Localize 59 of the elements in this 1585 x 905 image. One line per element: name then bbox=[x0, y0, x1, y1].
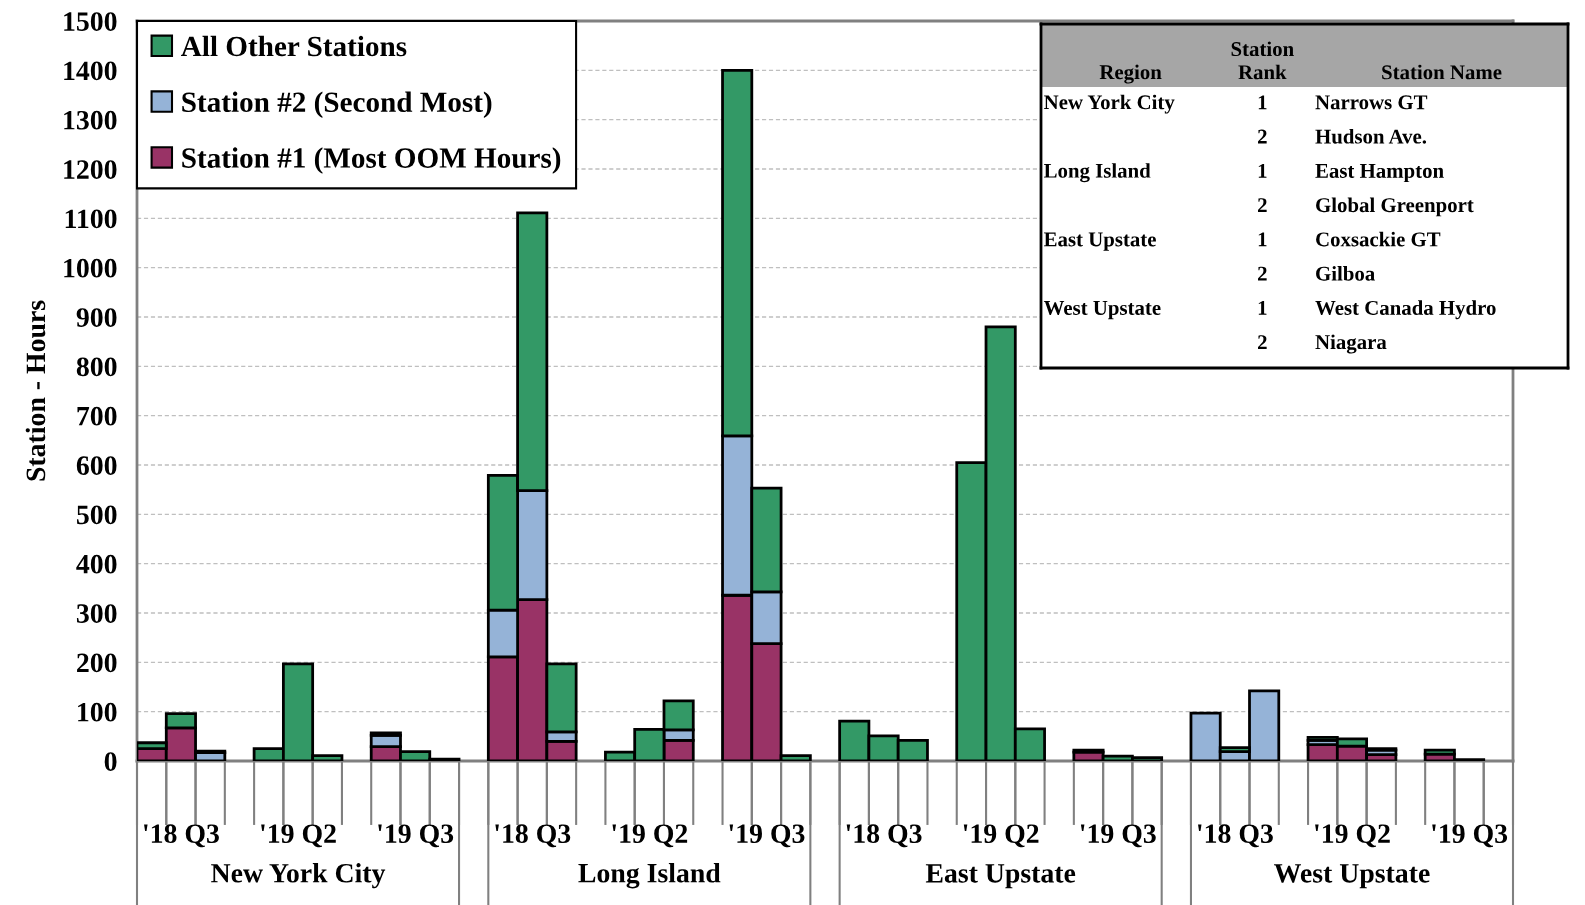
text: New York City bbox=[211, 863, 386, 889]
text: Long Island bbox=[1043, 163, 1151, 183]
text: 2 bbox=[1258, 129, 1267, 144]
y-tick-label: 500 bbox=[77, 505, 117, 525]
y-tick-label: 400 bbox=[76, 554, 117, 574]
x-tick-label: '19 Q2 bbox=[1315, 824, 1390, 848]
text: East Hampton bbox=[1315, 164, 1444, 183]
x-tick-label: '19 Q3 bbox=[729, 824, 805, 848]
x-tick-label: '19 Q2 bbox=[612, 824, 688, 848]
y-tick-label: 0 bbox=[104, 752, 117, 771]
y-tick-label: 100 bbox=[78, 702, 117, 722]
y-tick-label: 600 bbox=[76, 456, 117, 475]
text: 1 bbox=[1258, 300, 1267, 315]
y-tick-label: 200 bbox=[77, 653, 117, 673]
category-label: Station Name bbox=[1382, 64, 1502, 80]
text: Hudson Ave. bbox=[1315, 128, 1427, 144]
category-label: Station Rank bbox=[1231, 41, 1294, 80]
y-tick-label: 300 bbox=[76, 604, 117, 623]
text: 1 bbox=[1258, 163, 1267, 178]
text: Gilboa bbox=[1316, 266, 1375, 281]
y-tick-label: 1500 bbox=[64, 12, 117, 31]
legend-label: Station #2 (Second Most) bbox=[182, 91, 492, 119]
y-tick-label: 700 bbox=[77, 406, 117, 426]
y-tick-label: 1400 bbox=[64, 61, 117, 81]
text: West Canada Hydro bbox=[1315, 300, 1496, 320]
y-tick-label: 900 bbox=[76, 308, 117, 327]
text: Narrows GT bbox=[1315, 95, 1428, 110]
text: New York City bbox=[1044, 94, 1175, 114]
x-tick-label: '19 Q3 bbox=[378, 824, 454, 848]
x-tick-label: '19 Q2 bbox=[261, 824, 336, 848]
y-tick-label: 1000 bbox=[64, 258, 117, 278]
text: East Upstate bbox=[1043, 232, 1156, 251]
y-tick-label: 1200 bbox=[64, 160, 117, 179]
y-tick-label: 1300 bbox=[64, 110, 117, 130]
text: 2 bbox=[1258, 198, 1267, 212]
x-tick-label: '18 Q3 bbox=[144, 824, 219, 848]
category-label: Region bbox=[1099, 64, 1162, 84]
text: 2 bbox=[1258, 266, 1267, 281]
text: 2 bbox=[1258, 335, 1267, 349]
text: 1 bbox=[1258, 95, 1267, 110]
text: West Upstate bbox=[1274, 864, 1430, 889]
x-tick-label: '19 Q3 bbox=[1080, 824, 1156, 848]
x-tick-label: '18 Q3 bbox=[1198, 824, 1273, 848]
y-axis-title: Station - Hours bbox=[25, 300, 46, 481]
text: Long Island bbox=[578, 863, 721, 889]
text: Coxsackie GT bbox=[1316, 231, 1441, 247]
y-tick-label: 800 bbox=[76, 357, 117, 377]
x-tick-label: '19 Q2 bbox=[963, 824, 1039, 848]
x-tick-label: '18 Q3 bbox=[846, 824, 922, 848]
text: East Upstate bbox=[925, 864, 1076, 889]
y-tick-label: 1100 bbox=[65, 209, 117, 229]
legend-label: Station #1 (Most OOM Hours) bbox=[182, 147, 561, 174]
x-tick-label: '19 Q3 bbox=[1432, 824, 1508, 848]
legend-label: All Other Stations bbox=[181, 35, 407, 57]
text: Niagara bbox=[1315, 334, 1387, 354]
text: 1 bbox=[1258, 232, 1267, 247]
text: Global Greenport bbox=[1316, 197, 1474, 217]
text: West Upstate bbox=[1043, 301, 1161, 320]
x-tick-label: '18 Q3 bbox=[495, 824, 571, 848]
